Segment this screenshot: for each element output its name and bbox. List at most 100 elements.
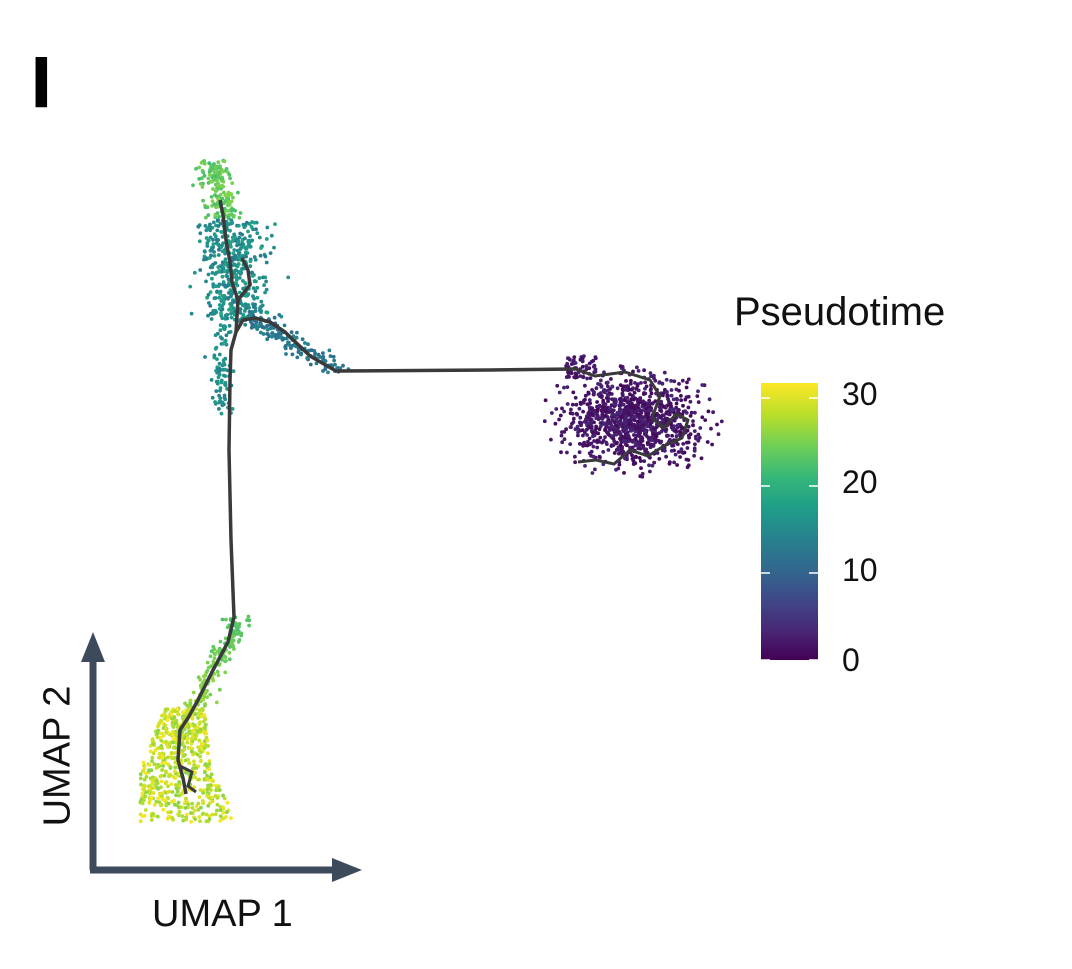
cell-point — [677, 382, 681, 386]
cell-point — [208, 222, 212, 227]
cell-point — [228, 645, 232, 649]
cell-point — [173, 765, 178, 770]
colorbar-tick-label-20: 20 — [842, 464, 878, 500]
cell-point — [626, 433, 630, 438]
cell-point — [643, 386, 647, 391]
cell-point — [669, 425, 674, 430]
cell-point — [258, 321, 262, 326]
cell-point — [139, 782, 143, 787]
cell-point — [606, 448, 611, 452]
cell-point — [208, 775, 213, 780]
cell-point — [209, 253, 213, 258]
cell-point — [648, 388, 653, 393]
cell-point — [170, 723, 175, 728]
cell-point — [214, 165, 218, 170]
cell-point — [228, 228, 232, 233]
scatter-points — [138, 158, 724, 824]
cell-point — [711, 410, 715, 415]
cell-point — [639, 466, 643, 470]
cell-point — [222, 294, 227, 298]
cell-point — [686, 424, 691, 429]
cell-point — [611, 443, 616, 448]
cell-point — [202, 674, 206, 679]
cell-point — [680, 427, 684, 431]
cell-point — [205, 738, 210, 743]
cell-point — [223, 251, 228, 256]
cell-point — [155, 814, 160, 819]
cell-point — [676, 408, 680, 413]
cell-point — [222, 373, 226, 378]
cell-point — [602, 421, 606, 426]
cell-point — [210, 265, 215, 270]
cell-point — [250, 238, 255, 243]
cell-point — [218, 639, 223, 644]
cell-point — [214, 700, 219, 705]
cell-point — [229, 220, 234, 225]
cell-point — [567, 375, 571, 379]
cell-point — [300, 337, 305, 342]
cell-point — [294, 335, 299, 340]
cell-point — [241, 312, 246, 317]
cell-point — [208, 692, 213, 697]
cell-point — [248, 259, 253, 264]
cell-point — [233, 263, 238, 268]
cell-point — [666, 403, 671, 407]
cell-point — [685, 380, 689, 385]
cell-point — [189, 741, 194, 746]
cell-point — [220, 658, 225, 662]
cell-point — [215, 211, 220, 216]
cell-point — [590, 412, 595, 417]
cell-point — [216, 196, 221, 201]
cell-point — [560, 440, 565, 445]
cell-point — [155, 724, 160, 729]
cell-point — [174, 793, 179, 798]
cell-point — [232, 232, 237, 237]
cell-point — [593, 467, 597, 472]
cell-point — [669, 422, 673, 427]
cell-point — [684, 440, 689, 445]
cell-point — [617, 420, 622, 424]
cell-point — [198, 788, 203, 792]
cell-point — [554, 407, 559, 411]
cell-point — [331, 354, 336, 359]
cell-point — [555, 383, 560, 388]
cell-point — [208, 290, 213, 294]
cell-point — [305, 356, 309, 360]
cell-point — [686, 377, 691, 382]
cell-point — [327, 348, 332, 353]
cell-point — [199, 805, 203, 810]
cell-point — [255, 295, 260, 300]
cell-point — [194, 766, 199, 770]
cell-point — [220, 274, 225, 279]
cell-point — [620, 434, 625, 439]
cell-point — [251, 227, 255, 232]
cell-point — [623, 408, 628, 413]
cell-point — [614, 448, 619, 452]
cell-point — [636, 369, 641, 373]
cell-point — [686, 405, 691, 410]
cell-point — [154, 782, 159, 787]
cell-point — [620, 424, 624, 429]
cell-point — [218, 323, 223, 327]
cell-point — [629, 378, 633, 383]
cell-point — [246, 614, 251, 619]
cell-point — [198, 727, 203, 732]
cell-point — [233, 621, 238, 626]
cell-point — [596, 382, 600, 386]
cell-point — [199, 741, 204, 746]
cell-point — [247, 309, 252, 314]
cell-point — [217, 687, 222, 692]
cell-point — [158, 791, 162, 796]
cell-point — [222, 361, 226, 365]
cell-point — [138, 776, 143, 781]
cell-point — [559, 433, 564, 438]
cell-point — [604, 396, 609, 400]
cell-point — [169, 782, 174, 786]
cell-point — [236, 190, 240, 195]
cell-point — [591, 358, 596, 363]
cell-point — [226, 201, 231, 206]
cell-point — [678, 455, 682, 459]
cell-point — [587, 398, 592, 402]
cell-point — [217, 369, 222, 373]
cell-point — [639, 437, 644, 442]
